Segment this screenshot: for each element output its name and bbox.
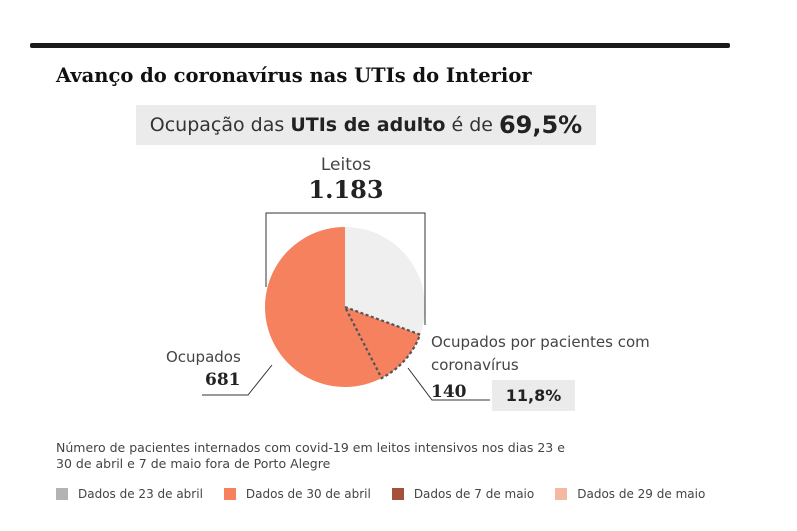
occupancy-bold: UTIs de adulto <box>290 114 446 136</box>
legend-label: Dados de 29 de maio <box>577 487 706 501</box>
occupied-value: 681 <box>205 370 241 390</box>
legend-label: Dados de 30 de abril <box>245 487 371 501</box>
covid-leader-line <box>407 367 490 401</box>
covid-slice-outline <box>342 304 422 380</box>
covid-value: 140 <box>431 382 467 402</box>
legend-label: Dados de 23 de abril <box>78 487 203 501</box>
top-rule <box>30 43 730 48</box>
legend-label: Dados de 7 de maio <box>413 487 535 501</box>
occupied-leader-line <box>202 364 273 396</box>
legend-item: Dados de 30 de abril <box>223 487 371 501</box>
occupancy-middle: é de <box>445 114 493 136</box>
chart-note: Número de pacientes internados com covid… <box>56 440 565 471</box>
covid-percentage-badge: 11,8% <box>492 380 575 411</box>
pie-slice-free <box>345 227 425 335</box>
pie-slice-occupied <box>265 227 382 387</box>
covid-label: Ocupados por pacientes com coronavírus <box>431 333 650 374</box>
legend-swatch <box>391 488 404 500</box>
legend-swatch <box>555 488 568 500</box>
occupancy-summary: Ocupação das UTIs de adulto é de 69,5% <box>136 105 596 145</box>
chart-title: Avanço do coronavírus nas UTIs do Interi… <box>56 64 532 87</box>
occupancy-value: 69,5% <box>498 111 583 139</box>
legend-item: Dados de 23 de abril <box>56 487 203 501</box>
occupancy-prefix: Ocupação das <box>149 114 291 136</box>
occupied-label: Ocupados <box>166 348 241 366</box>
legend-swatch <box>223 488 236 500</box>
pie-slice-covid <box>345 307 421 379</box>
total-beds-value: 1.183 <box>308 175 384 204</box>
legend: Dados de 23 de abril Dados de 30 de abri… <box>56 487 726 501</box>
legend-item: Dados de 29 de maio <box>555 487 705 501</box>
legend-swatch <box>56 488 68 500</box>
total-bracket-line <box>265 212 426 325</box>
legend-item: Dados de 7 de maio <box>391 487 535 501</box>
total-beds-label: Leitos <box>320 155 372 175</box>
